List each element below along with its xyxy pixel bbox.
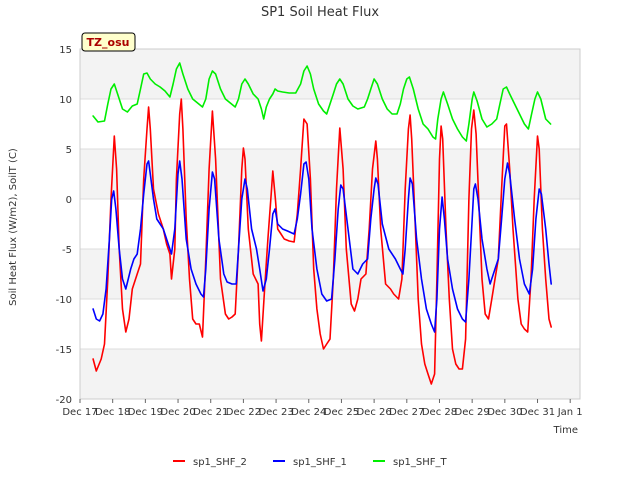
x-tick-label: Dec 19: [128, 407, 163, 418]
series-line-sp1_SHF_2: [92, 98, 553, 385]
legend-item: sp1_SHF_T: [373, 457, 448, 468]
y-tick-label: 0: [66, 195, 72, 206]
y-axis-label: Soil Heat Flux (W/m2), SoilT (C): [8, 148, 19, 306]
background-band: [80, 199, 580, 249]
legend-label: sp1_SHF_2: [193, 457, 247, 468]
background-band: [80, 249, 580, 299]
background-band: [80, 99, 580, 149]
background-band: [80, 349, 580, 399]
timezone-badge-box: [81, 32, 136, 52]
x-tick-label: Dec 28: [422, 407, 457, 418]
background-band: [80, 149, 580, 199]
x-tick-label: Dec 26: [356, 407, 391, 418]
x-tick-label: Dec 22: [226, 407, 261, 418]
background-band: [80, 49, 580, 99]
x-tick-label: Dec 24: [291, 407, 326, 418]
x-tick-label: Dec 23: [258, 407, 293, 418]
x-tick-label: Dec 21: [193, 407, 228, 418]
legend-label: sp1_SHF_T: [393, 457, 448, 468]
series-line-sp1_SHF_1: [92, 160, 553, 333]
y-tick-label: -15: [56, 345, 72, 356]
y-tick-label: 10: [59, 95, 72, 106]
legend: sp1_SHF_2 sp1_SHF_1 sp1_SHF_T: [173, 457, 448, 468]
series-line-sp1_SHF_T: [92, 62, 552, 142]
y-tick-label: 15: [59, 45, 72, 56]
x-tick-label: Dec 25: [324, 407, 359, 418]
x-axis-label: Time: [553, 425, 578, 436]
plot-area-border: [79, 48, 581, 400]
y-tick-label: -20: [56, 395, 72, 406]
timezone-badge: TZ_osu: [81, 32, 136, 52]
background-bands: [80, 49, 580, 399]
timezone-badge-label: TZ_osu: [87, 36, 130, 49]
x-tick-label: Jan 1: [557, 407, 583, 418]
legend-label: sp1_SHF_1: [293, 457, 347, 468]
x-tick-label: Dec 30: [487, 407, 522, 418]
y-tick-label: -5: [62, 245, 72, 256]
x-tick-label: Dec 18: [95, 407, 130, 418]
x-tick-label: Dec 31: [520, 407, 555, 418]
y-tick-label: -10: [56, 295, 72, 306]
y-tick-label: 5: [66, 145, 72, 156]
background-band: [80, 299, 580, 349]
x-tick-label: Dec 20: [160, 407, 195, 418]
x-tick-label: Dec 27: [389, 407, 424, 418]
x-tick-label: Dec 17: [62, 407, 97, 418]
series-lines: [92, 62, 553, 385]
legend-item: sp1_SHF_1: [273, 457, 347, 468]
legend-item: sp1_SHF_2: [173, 457, 247, 468]
chart-title: SP1 Soil Heat Flux: [261, 5, 379, 20]
y-axis-ticks: -20 -15 -10 -5 0 5 10 15: [56, 45, 72, 406]
x-tick-label: Dec 29: [455, 407, 490, 418]
